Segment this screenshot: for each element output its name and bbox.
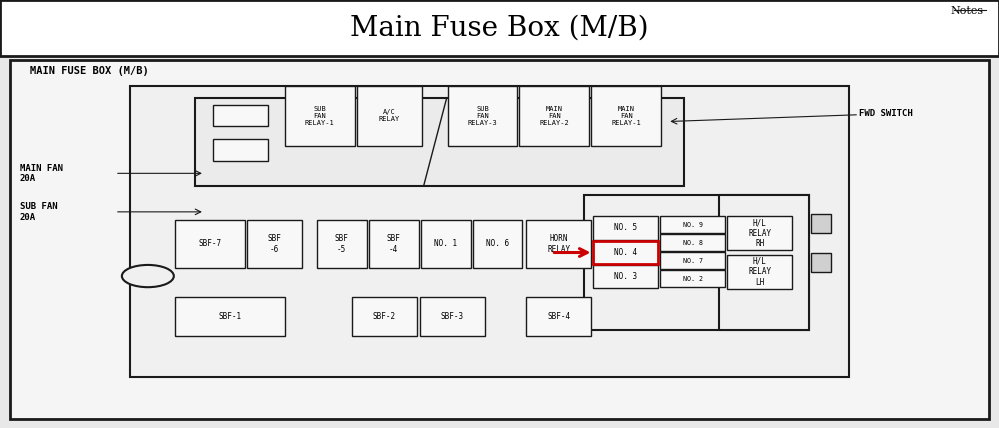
Text: FWD SWITCH: FWD SWITCH [859,109,913,118]
Text: SBF
-5: SBF -5 [335,234,349,254]
FancyBboxPatch shape [473,220,522,268]
Text: SBF
-4: SBF -4 [387,234,401,254]
FancyBboxPatch shape [593,265,658,288]
Text: NO. 5: NO. 5 [614,223,637,232]
Text: SUB
FAN
RELAY-1: SUB FAN RELAY-1 [305,106,335,125]
FancyBboxPatch shape [213,139,268,160]
FancyBboxPatch shape [10,60,989,419]
Text: SBF-3: SBF-3 [441,312,464,321]
FancyBboxPatch shape [519,86,589,146]
Text: Main Fuse Box (M/B): Main Fuse Box (M/B) [351,14,648,42]
FancyBboxPatch shape [660,270,725,287]
Text: SBF-4: SBF-4 [547,312,570,321]
Text: NO. 2: NO. 2 [682,276,703,282]
Text: NO. 4: NO. 4 [614,248,637,257]
FancyBboxPatch shape [175,297,285,336]
FancyBboxPatch shape [317,220,367,268]
FancyBboxPatch shape [247,220,302,268]
Text: NO. 6: NO. 6 [486,239,509,249]
FancyBboxPatch shape [420,297,485,336]
Text: MAIN
FAN
RELAY-2: MAIN FAN RELAY-2 [539,106,569,125]
FancyBboxPatch shape [369,220,419,268]
FancyBboxPatch shape [811,214,831,233]
Text: Notes: Notes [951,6,984,16]
Text: SBF
-6: SBF -6 [268,234,281,254]
FancyBboxPatch shape [0,0,999,56]
Text: HORN
RELAY: HORN RELAY [547,234,570,254]
FancyBboxPatch shape [593,216,658,240]
Text: SUB
FAN
RELAY-3: SUB FAN RELAY-3 [468,106,498,125]
FancyBboxPatch shape [660,234,725,251]
FancyBboxPatch shape [593,241,658,264]
FancyBboxPatch shape [213,105,268,126]
FancyBboxPatch shape [660,252,725,269]
FancyBboxPatch shape [660,216,725,233]
Text: NO. 8: NO. 8 [682,240,703,246]
FancyBboxPatch shape [352,297,417,336]
FancyBboxPatch shape [719,195,809,330]
Text: NO. 7: NO. 7 [682,258,703,264]
Text: A/C
RELAY: A/C RELAY [379,109,400,122]
Text: NO. 1: NO. 1 [434,239,458,249]
Text: H/L
RELAY
LH: H/L RELAY LH [748,257,771,287]
Text: H/L
RELAY
RH: H/L RELAY RH [748,218,771,248]
FancyBboxPatch shape [591,86,661,146]
Text: SUB FAN
20A: SUB FAN 20A [20,202,58,222]
Text: SBF-2: SBF-2 [373,312,396,321]
FancyBboxPatch shape [448,86,517,146]
Text: MAIN FAN
20A: MAIN FAN 20A [20,163,63,183]
Circle shape [122,265,174,287]
FancyBboxPatch shape [727,216,792,250]
FancyBboxPatch shape [421,220,471,268]
FancyBboxPatch shape [526,220,591,268]
FancyBboxPatch shape [811,253,831,272]
Text: NO. 9: NO. 9 [682,222,703,228]
Text: SBF-7: SBF-7 [198,239,222,249]
FancyBboxPatch shape [584,195,809,330]
FancyBboxPatch shape [727,255,792,289]
Text: MAIN
FAN
RELAY-1: MAIN FAN RELAY-1 [611,106,641,125]
FancyBboxPatch shape [357,86,422,146]
FancyBboxPatch shape [285,86,355,146]
Text: NO. 3: NO. 3 [614,272,637,281]
FancyBboxPatch shape [526,297,591,336]
FancyBboxPatch shape [195,98,684,186]
Text: SBF-1: SBF-1 [218,312,242,321]
FancyBboxPatch shape [175,220,245,268]
FancyBboxPatch shape [130,86,849,377]
Text: MAIN FUSE BOX (M/B): MAIN FUSE BOX (M/B) [30,65,149,76]
